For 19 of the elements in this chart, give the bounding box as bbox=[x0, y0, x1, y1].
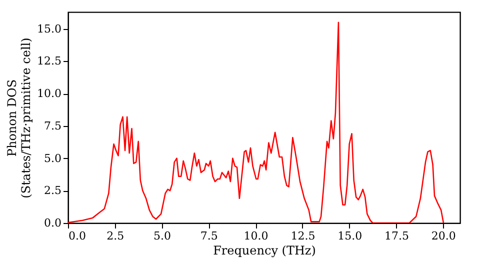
x-tick-label: 15.0 bbox=[338, 230, 362, 242]
y-tick-label: 2.5 bbox=[44, 184, 62, 198]
y-tick-label: 5.0 bbox=[44, 152, 62, 165]
x-tick-label: 20.0 bbox=[431, 230, 456, 242]
x-tick-label: 0.0 bbox=[68, 230, 86, 242]
x-tick-label: 7.5 bbox=[200, 230, 218, 242]
y-axis-title: Phonon DOS (States/THz·primitive cell) bbox=[5, 38, 34, 198]
x-axis-title: Frequency (THz) bbox=[213, 244, 316, 258]
x-tick-label: 5.0 bbox=[154, 230, 172, 242]
line-series bbox=[68, 22, 444, 223]
y-tick-label: 12.5 bbox=[37, 54, 62, 68]
y-tick-label: 0.0 bbox=[44, 216, 62, 230]
y-tick-label: 15.0 bbox=[37, 22, 62, 36]
y-tick-label: 7.5 bbox=[44, 119, 62, 132]
x-tick-label: 2.5 bbox=[106, 230, 124, 242]
x-tick-label: 10.0 bbox=[244, 230, 268, 242]
y-tick-label: 10.0 bbox=[37, 87, 62, 100]
x-tick-label: 12.5 bbox=[290, 230, 316, 242]
x-tick-label: 17.5 bbox=[384, 230, 409, 242]
